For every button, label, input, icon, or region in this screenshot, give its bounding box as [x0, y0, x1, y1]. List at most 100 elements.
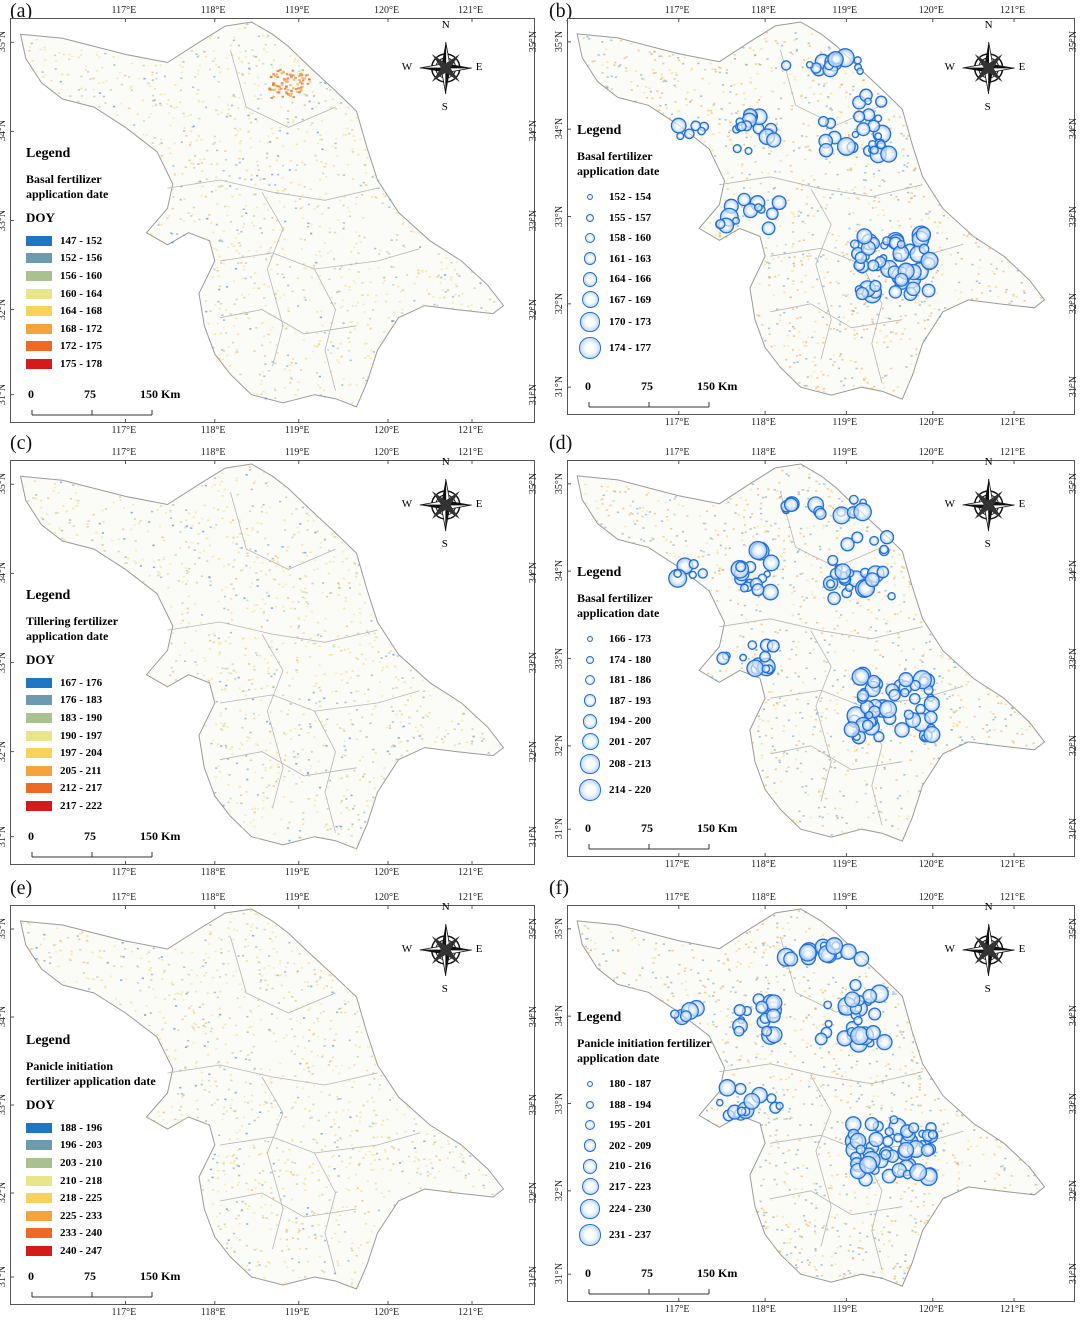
longitude-tick: 118°E	[200, 425, 226, 436]
longitude-tick: 121°E	[1000, 5, 1026, 16]
longitude-tick: 119°E	[832, 892, 858, 903]
legend-circle-box	[577, 1081, 603, 1088]
scale-label-zero: 0	[585, 821, 591, 835]
site-circle	[832, 506, 851, 525]
legend-range: 197 - 204	[60, 747, 103, 760]
site-points	[670, 937, 939, 1187]
map-canvas	[10, 905, 535, 1305]
site-circle	[732, 216, 740, 225]
site-circle	[748, 540, 768, 560]
legend-swatch	[26, 1210, 52, 1221]
site-circle	[850, 1026, 869, 1046]
legend-range: 152 - 154	[609, 191, 652, 204]
site-circle	[827, 554, 839, 566]
latitude-tick: 33°N	[0, 209, 9, 231]
latitude-tick: 34°N	[528, 1005, 540, 1028]
legend-subtitle: Panicle initiation fertilizer	[577, 1036, 712, 1050]
legend-circle-box	[577, 1178, 603, 1196]
longitude-tick: 118°E	[200, 892, 226, 903]
site-circle	[733, 1025, 745, 1037]
site-circle	[747, 640, 758, 650]
latitude-tick: 32°N	[1068, 1179, 1080, 1201]
legend-circle-box	[577, 1100, 603, 1109]
legend-range: 167 - 176	[60, 676, 103, 689]
latitude-tick: 32°N	[0, 1181, 9, 1204]
legend-range: 187 - 193	[609, 694, 652, 707]
site-circle	[920, 251, 939, 270]
longitude-tick: 121°E	[1000, 892, 1026, 903]
compass-label-n: N	[984, 19, 993, 31]
legend-range: 158 - 160	[609, 232, 652, 245]
legend: Legend Basal fertilizer application date 16…	[577, 565, 659, 804]
site-circle	[894, 722, 910, 738]
legend-swatch	[26, 235, 52, 246]
legend-range: 196 - 203	[60, 1139, 103, 1152]
legend-subtitle: Basal fertilizer	[26, 172, 102, 186]
scale-label-end: 150 Km	[140, 1269, 181, 1283]
site-circle	[855, 286, 869, 301]
compass-label-w: W	[401, 498, 413, 510]
longitude-tick: 119°E	[832, 447, 858, 458]
site-circle	[874, 132, 883, 141]
legend-circle-box	[577, 713, 603, 729]
compass-label-n: N	[984, 901, 993, 913]
longitude-tick: 121°E	[458, 867, 484, 878]
north-arrow-icon	[419, 923, 472, 977]
county-boundary	[770, 303, 903, 329]
site-circle	[827, 51, 844, 68]
site-circle	[798, 943, 817, 962]
latitude-tick: 31°N	[1068, 818, 1080, 840]
legend-circle-box	[577, 1199, 603, 1219]
site-circle	[874, 114, 883, 123]
legend-row: 217 - 222	[26, 797, 118, 815]
county-boundary	[167, 1064, 378, 1086]
legend-circle	[579, 1224, 601, 1246]
compass-label-e: E	[1018, 498, 1026, 510]
latitude-tick: 33°N	[0, 651, 9, 673]
map-panel-a: (a) 117°E 117°E 118°E 118°E 119°E 119°E 120°E 12…	[0, 0, 539, 436]
latitude-tick: 31°N	[554, 818, 566, 840]
site-circle	[884, 1126, 894, 1137]
latitude-tick: 32°N	[528, 1181, 540, 1204]
legend-swatch	[26, 1140, 52, 1151]
scale-label-zero: 0	[585, 379, 591, 393]
legend-doy: DOY	[26, 210, 55, 225]
site-circle	[851, 667, 870, 686]
legend-circle	[583, 1139, 597, 1153]
longitude-tick: 120°E	[374, 867, 400, 878]
map-panel-d: (d) 117°E 117°E 118°E 118°E 119°E 119°E 120°E 12…	[549, 432, 1079, 870]
legend-range: 210 - 216	[609, 1160, 652, 1173]
scale-label-end: 150 Km	[697, 821, 738, 835]
legend-swatch	[26, 270, 52, 281]
site-circle	[715, 1098, 724, 1107]
legend-swatch	[26, 730, 52, 741]
longitude-tick: 117°E	[111, 447, 137, 458]
scale-label-mid: 75	[641, 1266, 653, 1280]
legend-swatch	[26, 1245, 52, 1256]
map-panel-f: (f) 117°E 117°E 118°E 118°E 119°E 119°E 120°E 12…	[549, 877, 1079, 1315]
scale-label-zero: 0	[28, 387, 34, 401]
compass-label-e: E	[1018, 943, 1026, 955]
site-circle	[876, 1033, 893, 1051]
latitude-tick: 32°N	[1068, 292, 1080, 314]
latitude-tick: 33°N	[1068, 647, 1080, 669]
legend-title: Legend	[26, 1033, 71, 1048]
legend-circle-box	[577, 291, 603, 309]
legend-row: 167 - 176	[26, 674, 118, 692]
site-circle	[880, 1149, 892, 1161]
site-circle	[761, 1025, 773, 1037]
longitude-tick: 121°E	[1000, 447, 1026, 458]
panel-label: (f)	[549, 877, 569, 899]
site-circle	[869, 145, 879, 155]
legend-row: 202 - 209	[577, 1136, 712, 1157]
scale-label-zero: 0	[28, 829, 34, 843]
north-arrow-icon	[962, 923, 1015, 977]
site-circle	[818, 142, 834, 158]
longitude-tick: 120°E	[918, 417, 944, 428]
legend-row: 217 - 223	[577, 1177, 712, 1198]
longitude-tick: 118°E	[200, 867, 226, 878]
latitude-tick: 31°N	[554, 1263, 566, 1285]
site-circle	[716, 651, 730, 665]
site-circle	[670, 117, 687, 134]
legend-row: 166 - 173	[577, 629, 659, 650]
